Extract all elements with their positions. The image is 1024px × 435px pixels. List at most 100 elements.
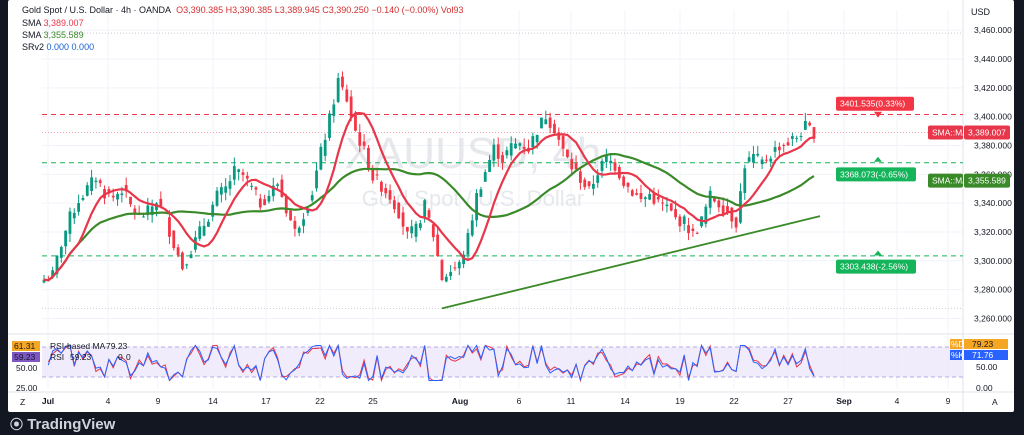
zoom-icon: Z: [20, 397, 25, 407]
chart-canvas[interactable]: XAUUSD, 4h Gold Spot / U.S. Dollar 3,460…: [8, 0, 1014, 412]
sma-slow-line: [43, 152, 815, 282]
candle-body: [64, 230, 68, 247]
price-tick-label: 3,300.000: [974, 256, 1012, 266]
candle-body: [721, 205, 725, 214]
candle-body: [323, 139, 327, 156]
candle-body: [786, 142, 790, 146]
candle-body: [708, 190, 712, 208]
candle-body: [687, 225, 690, 234]
tv-logo-icon: ⦿: [10, 417, 24, 432]
candle-body: [146, 205, 150, 216]
candle-body: [695, 232, 699, 234]
indicator-srv2[interactable]: SRv2 0.000 0.000: [22, 42, 94, 52]
candle-body: [315, 170, 318, 189]
candle-body: [678, 216, 682, 227]
candle-body: [752, 154, 755, 163]
sma-fast-axis-value-box: [964, 125, 1010, 140]
rsi-d-label-box: [950, 339, 962, 349]
candle-body: [553, 123, 556, 134]
time-tick-label: 11: [567, 396, 576, 406]
rsi-based-label: RSI-based MA: [50, 341, 106, 351]
indicator-sma-1[interactable]: SMA 3,389.007: [22, 18, 84, 28]
candle-body: [224, 186, 228, 193]
candle-body: [72, 212, 76, 219]
candle-body: [155, 203, 158, 211]
candle-body: [362, 141, 366, 146]
candle-body: [349, 96, 353, 117]
candle-body: [557, 132, 561, 140]
currency-label: USD: [971, 7, 991, 17]
candle-body: [566, 149, 569, 158]
candle-body: [77, 203, 81, 212]
candle-body: [535, 134, 539, 143]
footer-bar: [0, 412, 1024, 435]
time-tick-label: 4: [895, 396, 900, 406]
candle-body: [198, 226, 202, 239]
candle-body: [803, 121, 807, 130]
tradingview-logo[interactable]: ⦿ TradingView: [10, 414, 115, 433]
candle-body: [81, 197, 85, 200]
header-line-1: Gold Spot / U.S. Dollar · 4h · OANDA O3,…: [22, 5, 463, 15]
candle-body: [172, 230, 176, 249]
ohlc-open: O3,390.385: [176, 5, 224, 15]
price-tick-label: 3,400.000: [974, 112, 1012, 122]
candle-body: [280, 179, 284, 198]
candle-body: [427, 210, 431, 218]
candle-body: [405, 226, 409, 232]
rsi-right-tick: 50.00: [976, 362, 998, 372]
candle-body: [202, 225, 206, 236]
level-mid-tag-box: [836, 167, 916, 182]
candle-body: [756, 153, 760, 156]
candle-body: [492, 144, 496, 161]
candle-body: [596, 175, 600, 183]
candle-body: [639, 193, 643, 199]
candle-body: [367, 147, 370, 170]
candle-body: [181, 252, 184, 270]
level-low-tag-box: [836, 259, 916, 274]
candle-body: [661, 202, 664, 204]
time-tick-label: 22: [729, 396, 739, 406]
candle-body: [518, 143, 522, 146]
sma-2-label: SMA: [22, 30, 42, 40]
candle-body: [501, 155, 504, 162]
candle-body: [168, 217, 171, 237]
ohlc-high: H3,390.385: [225, 5, 273, 15]
time-axis[interactable]: Jul 4 9 14 17 22 25 Aug 6 11 14 19 22 27 Sep 4 9 Z A: [8, 391, 1014, 407]
candle-body: [232, 166, 236, 180]
candle-body: [449, 272, 453, 277]
candle-body: [215, 190, 219, 206]
candle-body: [185, 264, 189, 266]
level-high-tag-text: 3401.535(0.33%): [840, 99, 905, 109]
sma-fast-axis-label-text: SMA::MA: [932, 128, 968, 138]
candle-body: [263, 199, 267, 206]
candle-body: [384, 188, 388, 194]
sma-slow-axis-value-box: [964, 173, 1010, 188]
time-tick-label: Aug: [452, 396, 469, 406]
sma-slow-axis-label-text: SMA::MA: [932, 176, 968, 186]
candle-body: [704, 206, 708, 224]
time-tick-label: 4: [106, 396, 111, 406]
price-tick-label: 3,340.000: [974, 198, 1012, 208]
symbol-title[interactable]: Gold Spot / U.S. Dollar · 4h · OANDA: [22, 5, 172, 15]
candle-body: [150, 206, 154, 216]
candle-body: [669, 203, 673, 211]
candle-body: [245, 175, 249, 179]
rsi-d-value: 79.23: [972, 339, 994, 349]
rsi-k-label-box: [950, 350, 962, 360]
candle-body: [548, 117, 552, 128]
candle-body: [795, 137, 799, 139]
candle-body: [682, 216, 686, 224]
candle-body: [211, 204, 215, 217]
ohlc-change: −0.140 (−0.00%): [371, 5, 439, 15]
trendline[interactable]: [441, 215, 821, 310]
srv2-values: 0.000 0.000: [46, 42, 95, 52]
candle-body: [358, 132, 362, 146]
ohlc-close: C3,390.250: [322, 5, 369, 15]
rsi-k-value-box: [964, 350, 1008, 360]
indicator-sma-2[interactable]: SMA 3,355.589: [22, 30, 84, 40]
candle-body: [635, 193, 639, 195]
price-tick-label: 3,460.000: [974, 25, 1012, 35]
time-tick-label: 27: [783, 396, 793, 406]
candle-body: [250, 185, 254, 187]
